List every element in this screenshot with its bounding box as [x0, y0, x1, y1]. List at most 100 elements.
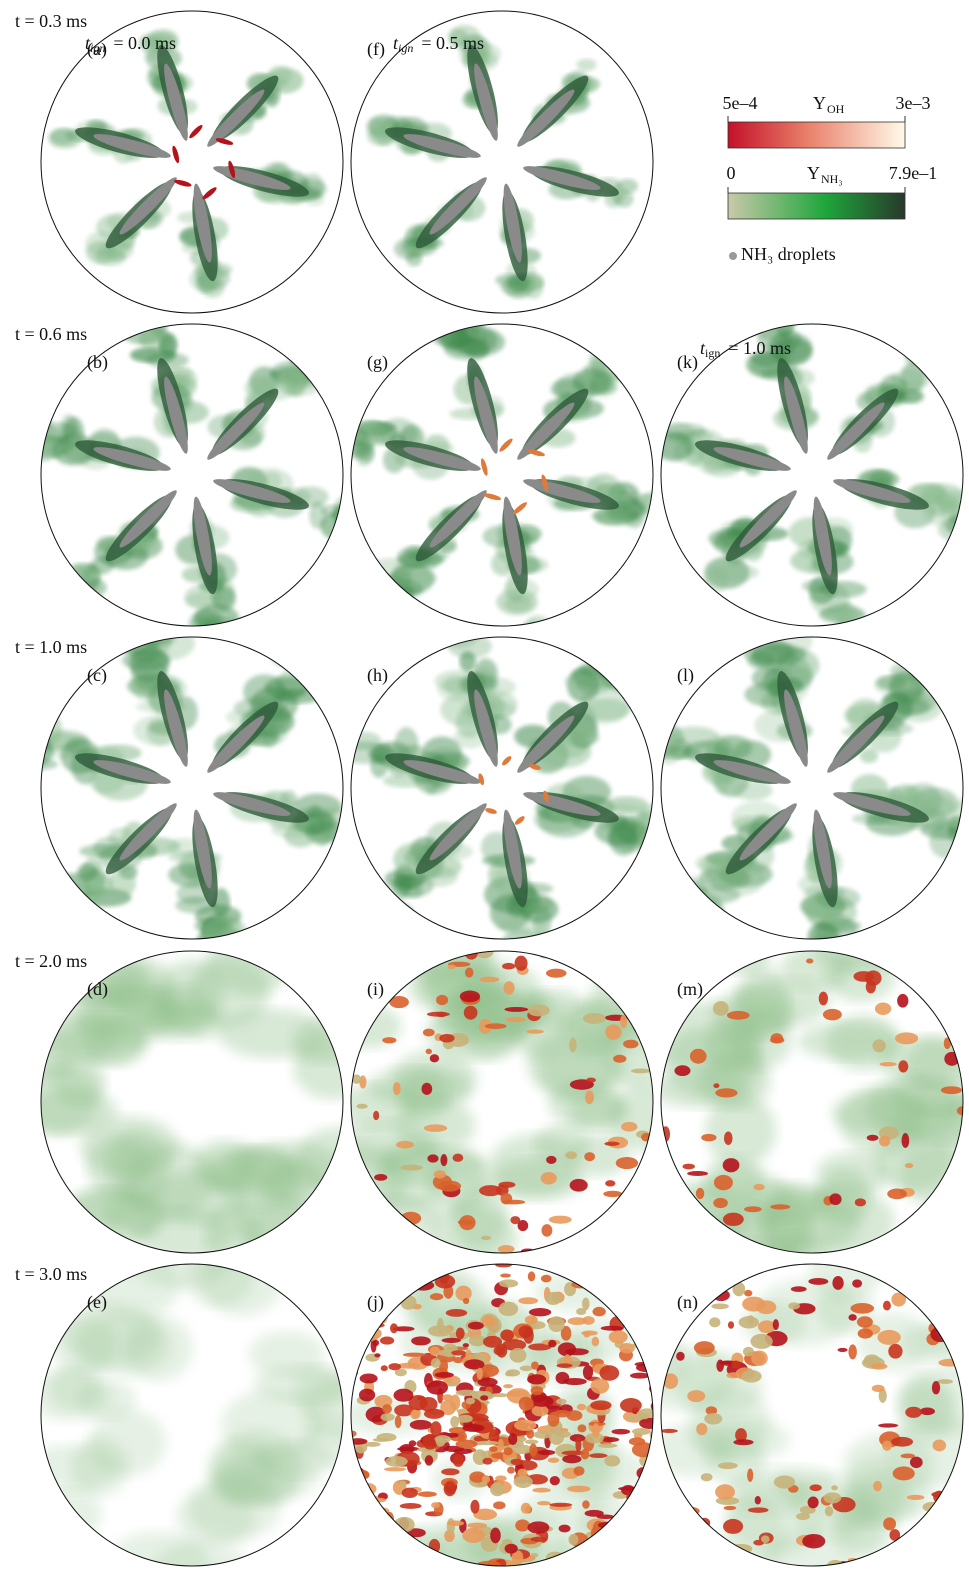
oh-flame — [871, 1363, 888, 1370]
plume — [298, 637, 327, 657]
oh-flame — [713, 1174, 733, 1191]
oh-flame — [914, 1523, 934, 1532]
oh-flame — [898, 1060, 909, 1073]
cloud — [557, 1520, 650, 1566]
oh-flame — [883, 1517, 896, 1531]
oh-flame — [431, 1502, 440, 1509]
oh-flame — [456, 1408, 471, 1414]
droplets — [503, 183, 522, 263]
cloud — [661, 1334, 688, 1390]
oh-flame — [590, 1378, 610, 1394]
oh-flame — [582, 1500, 590, 1509]
plume — [394, 727, 419, 762]
oh-flame — [424, 1455, 434, 1466]
oh-flame — [738, 1316, 759, 1329]
plume — [448, 602, 483, 624]
oh-flame — [463, 1005, 478, 1020]
oh-flame — [709, 1317, 721, 1328]
oh-flame — [519, 1365, 533, 1372]
plume — [340, 835, 343, 854]
cloud — [154, 984, 211, 1033]
oh-flame — [490, 1256, 511, 1261]
oh-flame — [382, 1404, 392, 1414]
oh-flame — [823, 1492, 842, 1504]
plume — [705, 568, 728, 593]
oh-flame — [931, 1491, 955, 1499]
oh-flame — [713, 1083, 720, 1089]
domain-boundary — [350, 323, 654, 627]
plume — [41, 735, 46, 752]
plume — [41, 436, 62, 462]
panel-label: (f) — [367, 39, 385, 60]
droplets — [93, 447, 171, 471]
oh-flame — [832, 1276, 844, 1290]
oh-flame — [428, 1325, 452, 1337]
oh-flame — [566, 1410, 583, 1421]
value: = 1.0 ms — [728, 338, 791, 358]
plume — [776, 324, 793, 339]
droplets — [827, 715, 885, 773]
oh-flame — [509, 1348, 527, 1363]
oh-flame — [479, 1185, 502, 1197]
domain-boundary — [40, 10, 344, 314]
oh-flame — [436, 994, 449, 1006]
oh-flame — [726, 1372, 741, 1379]
droplets — [739, 490, 797, 548]
oh-flame — [567, 1485, 591, 1493]
oh-flame — [701, 1133, 717, 1142]
oh-flame — [541, 474, 549, 492]
plume — [606, 639, 638, 670]
plume — [298, 644, 343, 671]
plume — [747, 324, 769, 333]
oh-flame — [485, 808, 497, 814]
oh-flame — [790, 1286, 807, 1292]
oh-flame — [584, 1509, 604, 1517]
oh-flame — [408, 1440, 417, 1447]
oh-flame — [498, 1181, 516, 1188]
oh-flame — [464, 967, 474, 978]
plume — [53, 915, 101, 937]
plume — [437, 324, 469, 329]
oh-flame — [483, 493, 501, 501]
cloud — [407, 961, 499, 1013]
droplets — [429, 177, 487, 235]
oh-flame — [426, 1380, 449, 1395]
oh-flame — [537, 1500, 551, 1506]
plume — [612, 728, 641, 746]
plume — [923, 654, 959, 675]
droplets — [833, 479, 911, 503]
oh-flame — [937, 1379, 953, 1384]
plume — [361, 882, 385, 904]
oh-flame — [569, 1178, 588, 1192]
oh-flame — [583, 1331, 591, 1338]
plume — [874, 675, 920, 696]
oh-flame — [470, 1499, 480, 1514]
oh-flame — [527, 1521, 550, 1534]
oh-flame — [411, 1336, 431, 1346]
oh-flame — [394, 1368, 407, 1377]
oh-flame — [585, 1090, 595, 1105]
oh-flame — [351, 1438, 368, 1445]
oh-flame — [437, 1349, 457, 1357]
oh-flame — [630, 1342, 653, 1349]
droplets — [193, 183, 212, 263]
oh-flame — [358, 1388, 376, 1402]
oh-flame — [215, 138, 234, 145]
oh-flame — [468, 1334, 486, 1347]
oh-flame — [421, 1082, 433, 1095]
oh-flame — [634, 1362, 652, 1367]
droplets — [523, 792, 601, 816]
oh-flame — [848, 1344, 857, 1360]
ignition-label: tign = 0.0 ms — [85, 33, 176, 55]
oh-flame — [723, 1505, 737, 1511]
panel-image — [41, 324, 343, 626]
colorbar-min: 5e–4 — [723, 93, 758, 113]
oh-flame — [663, 1373, 679, 1389]
oh-flame — [527, 1004, 550, 1017]
plume — [46, 881, 76, 908]
oh-flame — [423, 1124, 448, 1132]
cloud — [705, 1095, 777, 1167]
oh-flame — [733, 1439, 754, 1446]
panel-image — [41, 637, 343, 939]
